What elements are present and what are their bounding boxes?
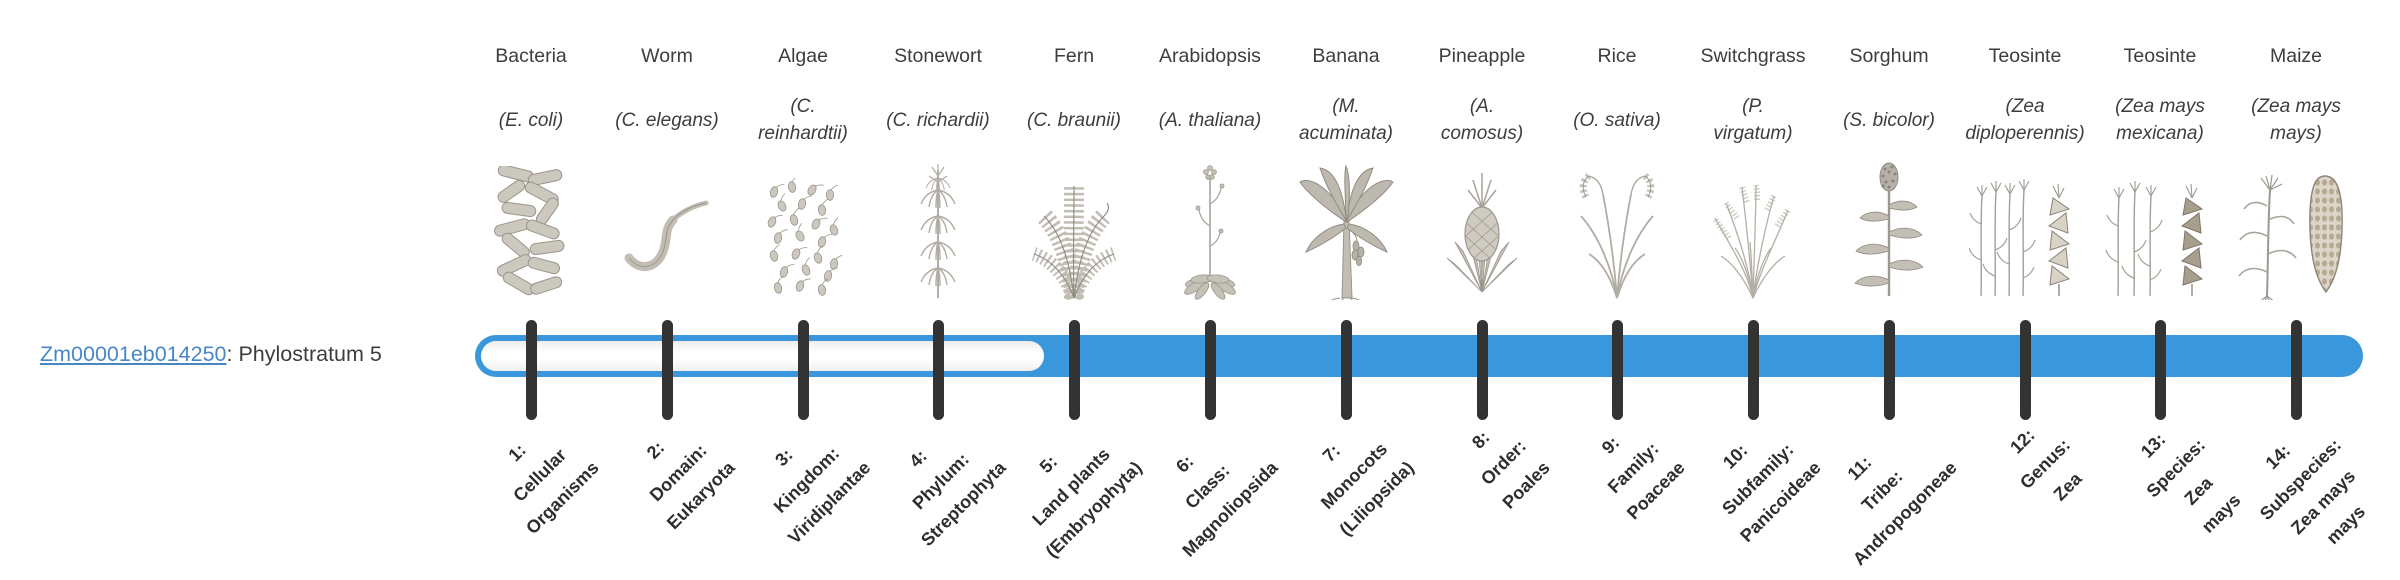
organism-common-name: Worm (641, 45, 693, 67)
phylostratum-bar (475, 335, 2363, 377)
stonewort-illustration (870, 158, 1006, 300)
gene-label: Zm00001eb014250: Phylostratum 5 (40, 342, 382, 367)
organism-common-name: Pineapple (1438, 45, 1526, 67)
tick-mark-10 (1747, 320, 1759, 420)
organism-common-name: Teosinte (1988, 45, 2062, 67)
tick-mark-11 (1883, 320, 1895, 420)
organism-common-name: Banana (1312, 45, 1380, 67)
arabidopsis-illustration (1142, 158, 1278, 300)
tick-mark-12 (2019, 320, 2031, 420)
organism-scientific-name: (O. sativa) (1573, 109, 1661, 131)
teosinte-diploperennis-illustration (1957, 158, 2093, 300)
organism-common-name: Stonewort (894, 45, 982, 67)
organism-scientific-name: (C. reinhardtii) (758, 96, 848, 144)
sorghum-illustration (1821, 158, 1957, 300)
teosinte-mexicana-illustration (2092, 158, 2228, 300)
organism-scientific-name: (C. richardii) (886, 109, 990, 131)
organism-common-name: Switchgrass (1700, 45, 1806, 67)
organism-scientific-name: (E. coli) (498, 109, 564, 131)
organism-common-name: Teosinte (2123, 45, 2197, 67)
organism-common-name: Algae (778, 45, 828, 67)
phylostratum-bar-unfilled-track (481, 341, 1044, 371)
organism-scientific-name: (C. braunii) (1027, 109, 1121, 131)
organism-scientific-name: (Zea mays mexicana) (2115, 96, 2205, 144)
organism-common-name: Sorghum (1849, 45, 1929, 67)
tick-mark-2 (661, 320, 673, 420)
tick-mark-14 (2290, 320, 2302, 420)
tick-mark-13 (2154, 320, 2166, 420)
gene-link[interactable]: Zm00001eb014250 (40, 342, 227, 366)
bacteria-illustration (463, 158, 599, 300)
rice-illustration (1549, 158, 1685, 300)
organism-scientific-name: (Zea mays mays) (2251, 96, 2341, 144)
gene-phylostratum-text: : Phylostratum 5 (226, 342, 382, 366)
tick-mark-8 (1476, 320, 1488, 420)
tick-mark-7 (1340, 320, 1352, 420)
tick-mark-3 (797, 320, 809, 420)
fern-illustration (1006, 158, 1142, 300)
organism-scientific-name: (M. acuminata) (1299, 96, 1393, 144)
organism-scientific-name: (S. bicolor) (1843, 109, 1935, 131)
tick-mark-4 (932, 320, 944, 420)
tick-mark-5 (1068, 320, 1080, 420)
organism-scientific-name: (Zea diploperennis) (1965, 96, 2085, 144)
organism-common-name: Bacteria (495, 45, 567, 67)
worm-illustration (599, 158, 735, 300)
organism-scientific-name: (C. elegans) (615, 109, 719, 131)
algae-illustration (735, 158, 871, 300)
switchgrass-illustration (1685, 158, 1821, 300)
pineapple-illustration (1414, 158, 1550, 300)
organism-common-name: Maize (2269, 45, 2323, 67)
tick-mark-6 (1204, 320, 1216, 420)
organism-scientific-name: (A. thaliana) (1158, 109, 1262, 131)
organism-common-name: Arabidopsis (1159, 45, 1261, 67)
organism-common-name: Fern (1053, 45, 1095, 67)
maize-illustration (2228, 158, 2364, 300)
tick-mark-9 (1611, 320, 1623, 420)
organism-common-name: Rice (1597, 45, 1637, 67)
tick-mark-1 (525, 320, 537, 420)
banana-illustration (1278, 158, 1414, 300)
organism-scientific-name: (P. virgatum) (1713, 96, 1793, 144)
organism-scientific-name: (A. comosus) (1440, 96, 1524, 144)
